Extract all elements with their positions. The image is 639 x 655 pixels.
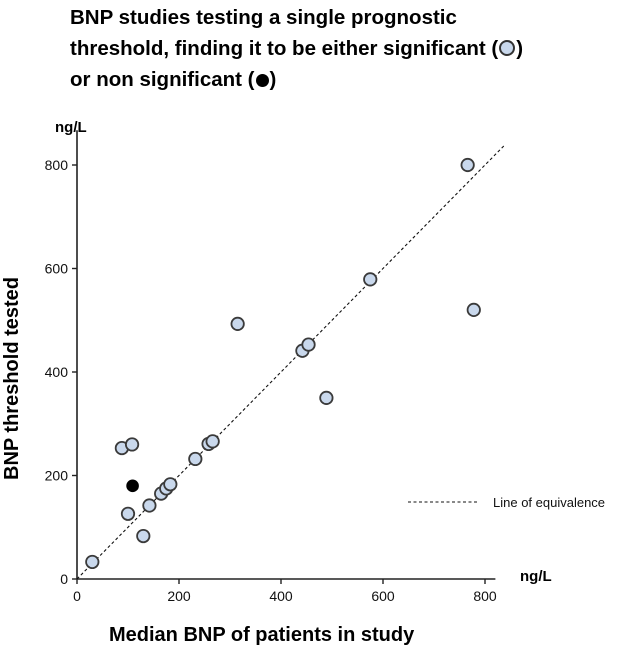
data-point-significant	[319, 390, 334, 405]
data-point-significant	[230, 316, 245, 331]
y-tick-label: 200	[45, 468, 69, 484]
title-line-1: BNP studies testing a single prognostic	[70, 6, 457, 29]
x-tick-label: 0	[73, 588, 81, 604]
x-tick-label: 800	[473, 588, 497, 604]
legend: Line of equivalence	[408, 495, 605, 510]
x-tick-label: 600	[371, 588, 395, 604]
title-line-2: threshold, finding it to be either signi…	[70, 33, 630, 64]
title-line-3-close: )	[269, 68, 277, 91]
y-tick-label: 800	[45, 157, 69, 173]
data-point-significant	[188, 451, 203, 467]
significant-marker-icon	[499, 40, 516, 56]
non-significant-marker-icon	[255, 74, 269, 87]
title-line-3-text: or non significant (	[70, 68, 255, 91]
data-point-significant	[136, 528, 151, 544]
data-point-significant	[120, 506, 136, 521]
x-axis-unit: ng/L	[520, 568, 552, 585]
title-line-3: or non significant ()	[70, 64, 630, 95]
x-tick-label: 200	[167, 588, 191, 604]
x-axis-label: Median BNP of patients in study	[109, 624, 415, 646]
y-tick-label: 400	[45, 364, 69, 380]
title-line-2-text: threshold, finding it to be either signi…	[70, 37, 499, 60]
chart-title: BNP studies testing a single prognostic …	[70, 2, 630, 95]
data-point-significant	[301, 337, 316, 352]
data-point-significant	[163, 477, 178, 492]
title-line-2-close: )	[516, 37, 524, 60]
data-point-significant	[466, 302, 481, 317]
data-point-significant	[205, 434, 220, 449]
equivalence-line-group	[76, 143, 506, 580]
data-point-significant	[85, 554, 100, 570]
y-tick-label: 0	[60, 571, 68, 587]
x-tick-label: 400	[269, 588, 293, 604]
data-point-significant	[124, 437, 140, 452]
data-point-significant	[363, 272, 378, 287]
y-tick-label: 600	[45, 261, 69, 277]
data-point-significant	[142, 498, 157, 513]
data-point-non-significant	[126, 479, 139, 493]
data-point-significant	[460, 157, 475, 173]
y-axis-unit: ng/L	[55, 119, 87, 136]
data-points	[85, 157, 481, 570]
equivalence-line	[76, 143, 506, 580]
axes: 0 200 400 600 800 0 200 400 600 800	[45, 130, 497, 604]
legend-label: Line of equivalence	[493, 495, 605, 510]
